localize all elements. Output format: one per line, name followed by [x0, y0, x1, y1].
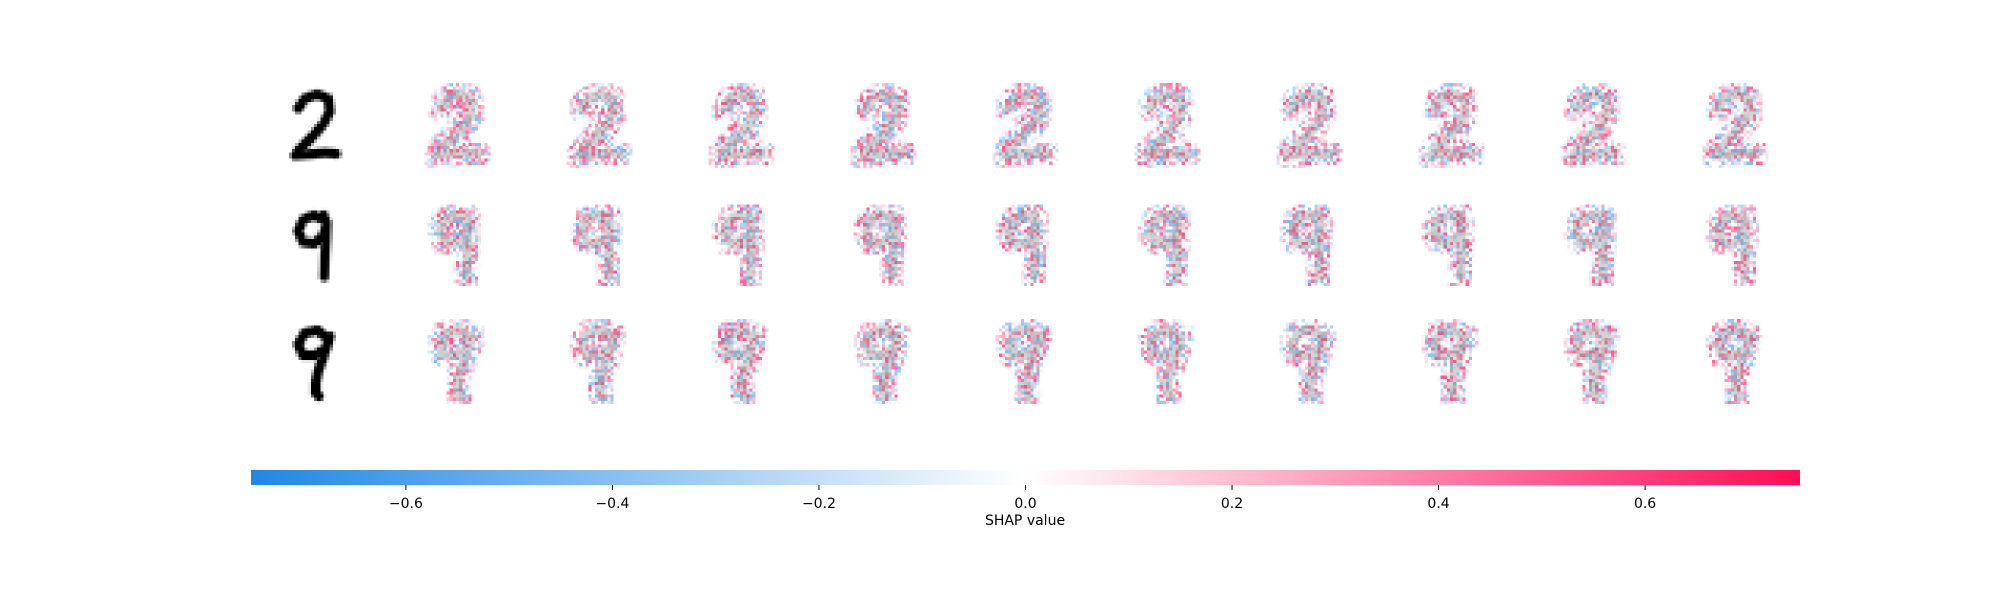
shap-explanation-image — [1264, 198, 1352, 286]
shap-explanation-image — [980, 198, 1068, 286]
colorbar-tick-label: 0.4 — [1427, 496, 1449, 512]
input-digit-image — [270, 80, 358, 168]
shap-explanation-image — [1690, 198, 1778, 286]
shap-explanation-image — [412, 316, 500, 404]
colorbar — [251, 470, 1800, 485]
colorbar-label: SHAP value — [985, 513, 1065, 529]
shap-explanation-image — [1690, 316, 1778, 404]
shap-explanation-image — [1406, 80, 1494, 168]
image-grid — [270, 80, 1778, 404]
shap-explanation-image — [696, 198, 784, 286]
shap-explanation-image — [1548, 80, 1636, 168]
shap-explanation-image — [838, 80, 926, 168]
shap-explanation-image — [412, 198, 500, 286]
shap-explanation-image — [1122, 316, 1210, 404]
colorbar-tick-label: 0.2 — [1221, 496, 1243, 512]
shap-explanation-image — [838, 316, 926, 404]
shap-explanation-image — [696, 316, 784, 404]
shap-explanation-image — [838, 198, 926, 286]
input-digit-image — [270, 316, 358, 404]
shap-explanation-image — [554, 80, 642, 168]
shap-explanation-image — [980, 80, 1068, 168]
shap-explanation-image — [554, 316, 642, 404]
colorbar-tick-label: −0.2 — [802, 496, 836, 512]
shap-explanation-image — [1548, 198, 1636, 286]
shap-explanation-image — [1122, 80, 1210, 168]
shap-explanation-image — [696, 80, 784, 168]
shap-explanation-image — [1548, 316, 1636, 404]
shap-explanation-image — [1264, 316, 1352, 404]
colorbar-tick-label: 0.6 — [1634, 496, 1656, 512]
shap-explanation-image — [1690, 80, 1778, 168]
shap-explanation-image — [412, 80, 500, 168]
colorbar-tick-label: −0.4 — [595, 496, 629, 512]
shap-explanation-image — [1122, 198, 1210, 286]
colorbar-tick-label: 0.0 — [1014, 496, 1036, 512]
shap-explanation-image — [554, 198, 642, 286]
shap-explanation-image — [1406, 316, 1494, 404]
colorbar-tick-label: −0.6 — [389, 496, 423, 512]
shap-explanation-image — [1406, 198, 1494, 286]
input-digit-image — [270, 198, 358, 286]
colorbar-ticks: −0.6 −0.4 −0.2 0.0 0.2 0.4 0.6 — [389, 485, 1656, 512]
shap-explanation-image — [1264, 80, 1352, 168]
shap-explanation-image — [980, 316, 1068, 404]
